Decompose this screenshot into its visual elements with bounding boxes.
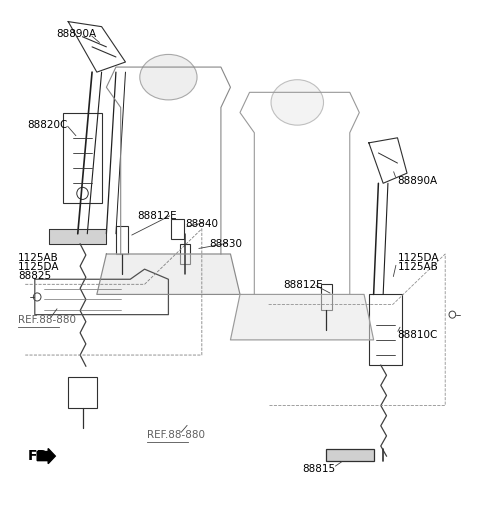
Text: FR.: FR. <box>28 449 53 463</box>
Text: 88825: 88825 <box>18 271 51 281</box>
Text: 88830: 88830 <box>209 239 242 249</box>
Text: 88810C: 88810C <box>397 330 438 340</box>
Ellipse shape <box>140 54 197 100</box>
Text: 88812E: 88812E <box>283 280 323 291</box>
Text: 88812E: 88812E <box>137 211 177 221</box>
Text: 88890A: 88890A <box>56 29 96 39</box>
Polygon shape <box>230 295 373 340</box>
FancyBboxPatch shape <box>326 449 373 461</box>
Text: 88820C: 88820C <box>28 120 68 130</box>
Polygon shape <box>49 229 107 244</box>
Ellipse shape <box>271 80 324 125</box>
Polygon shape <box>97 254 240 295</box>
FancyArrow shape <box>37 449 55 464</box>
Text: 88890A: 88890A <box>397 176 438 186</box>
Text: 1125AB: 1125AB <box>18 253 59 263</box>
Text: 1125DA: 1125DA <box>397 253 439 263</box>
Text: 88840: 88840 <box>185 218 218 229</box>
Text: 1125AB: 1125AB <box>397 262 438 272</box>
Text: REF.88-880: REF.88-880 <box>147 430 205 440</box>
Text: 88815: 88815 <box>302 464 335 474</box>
Text: REF.88-880: REF.88-880 <box>18 314 76 325</box>
Text: 1125DA: 1125DA <box>18 262 60 272</box>
